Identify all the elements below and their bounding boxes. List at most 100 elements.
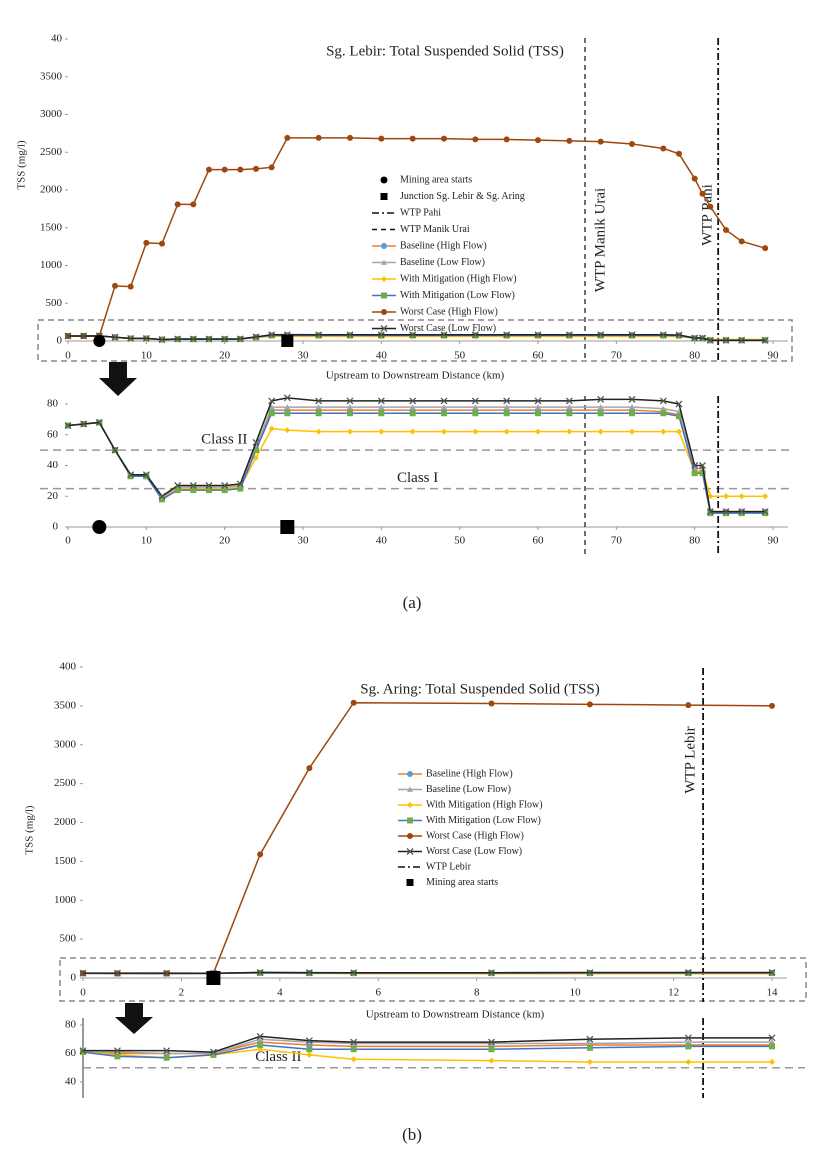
marker	[315, 404, 322, 410]
marker	[409, 410, 416, 417]
marker	[676, 150, 682, 157]
marker	[628, 395, 636, 403]
zoom-box	[37, 319, 793, 362]
marker	[660, 145, 667, 152]
marker	[112, 282, 118, 289]
marker	[268, 404, 275, 410]
marker	[691, 334, 699, 342]
zoom-box	[59, 957, 807, 1002]
y-tick-label: 2000	[54, 816, 77, 828]
y-tick-label: 40	[65, 1076, 77, 1088]
marker	[629, 410, 635, 417]
marker	[586, 701, 593, 708]
marker	[660, 410, 667, 417]
marker	[377, 331, 385, 339]
marker	[305, 969, 313, 977]
y-tick-label: 1000	[54, 894, 77, 906]
marker	[738, 493, 745, 500]
wtp-label: WTP Lebir	[683, 726, 699, 793]
marker	[381, 243, 387, 249]
x-tick-label: 70	[611, 350, 623, 362]
marker	[378, 428, 385, 435]
x-tick-label: 10	[141, 350, 153, 362]
marker	[503, 410, 510, 417]
marker	[441, 410, 447, 417]
x-tick-label: 70	[611, 535, 623, 547]
x-tick-label: 2	[179, 987, 185, 999]
legend-label: Mining area starts	[400, 174, 472, 185]
series-line	[67, 333, 766, 341]
marker	[95, 418, 103, 426]
y-tick-label: 80	[65, 1019, 77, 1031]
legend-label: Mining area starts	[426, 877, 498, 888]
x-tick-label: 60	[533, 350, 545, 362]
marker	[93, 335, 106, 347]
legend-label: Worst Case (Low Flow)	[400, 323, 496, 334]
marker	[189, 335, 197, 343]
marker	[268, 410, 275, 417]
marker	[306, 1046, 313, 1053]
marker	[206, 971, 221, 985]
marker	[209, 1048, 217, 1056]
marker	[409, 331, 417, 339]
marker	[350, 969, 358, 977]
marker	[503, 404, 510, 410]
legend-label: Baseline (Low Flow)	[426, 784, 511, 795]
marker	[163, 1050, 170, 1056]
marker	[660, 405, 667, 412]
marker	[488, 700, 495, 707]
marker	[761, 508, 769, 516]
marker	[268, 164, 275, 171]
marker	[114, 1049, 121, 1055]
chart: Sg. Lebir: Total Suspended Solid (TSS) Up…	[16, 33, 788, 382]
y-tick-label: 3500	[40, 70, 63, 82]
marker	[738, 336, 746, 344]
marker	[685, 1039, 692, 1045]
marker	[237, 485, 244, 492]
marker	[350, 699, 357, 706]
chart: Sg. Aring: Total Suspended Solid (TSS) Up…	[24, 661, 787, 1021]
marker	[472, 404, 479, 410]
marker	[114, 1053, 121, 1060]
zoom-arrow	[99, 362, 137, 396]
marker	[252, 438, 260, 446]
marker	[189, 482, 197, 489]
marker	[597, 404, 604, 410]
marker	[409, 428, 416, 435]
y-axis-label: TSS (mg/l)	[16, 140, 28, 190]
marker	[472, 410, 479, 417]
marker	[174, 201, 181, 208]
marker	[699, 190, 706, 197]
y-tick-label: 3500	[54, 699, 77, 711]
x-tick-label: 12	[668, 987, 679, 999]
marker	[503, 136, 510, 143]
marker	[206, 166, 212, 173]
marker	[158, 492, 166, 500]
marker	[503, 428, 510, 435]
marker	[127, 471, 135, 479]
legend-label: Junction Sg. Lebir & Sg. Aring	[400, 191, 525, 202]
marker	[221, 335, 229, 343]
y-tick-label: 3000	[54, 738, 77, 750]
y-tick-label: 0	[57, 335, 63, 347]
marker	[768, 1034, 776, 1042]
marker	[347, 410, 353, 417]
legend-label: With Mitigation (High Flow)	[426, 799, 543, 810]
marker	[346, 331, 354, 339]
legend-label: Baseline (Low Flow)	[400, 257, 485, 268]
x-tick-label: 80	[689, 535, 701, 547]
marker	[174, 482, 182, 489]
chart: 0 20 40 60 80 0 10 20 30 40 50 60 70 80 90 Class II Clas…	[40, 394, 790, 555]
marker	[685, 1043, 692, 1050]
marker	[347, 134, 353, 141]
y-tick-label: 1500	[40, 221, 63, 233]
marker	[676, 413, 682, 420]
legend-label: Worst Case (High Flow)	[426, 830, 524, 841]
y-tick-label: 0	[53, 521, 59, 533]
x-tick-label: 40	[376, 350, 388, 362]
marker	[206, 487, 212, 494]
marker	[378, 135, 385, 142]
y-tick-label: 60	[47, 428, 59, 440]
marker	[253, 165, 259, 172]
